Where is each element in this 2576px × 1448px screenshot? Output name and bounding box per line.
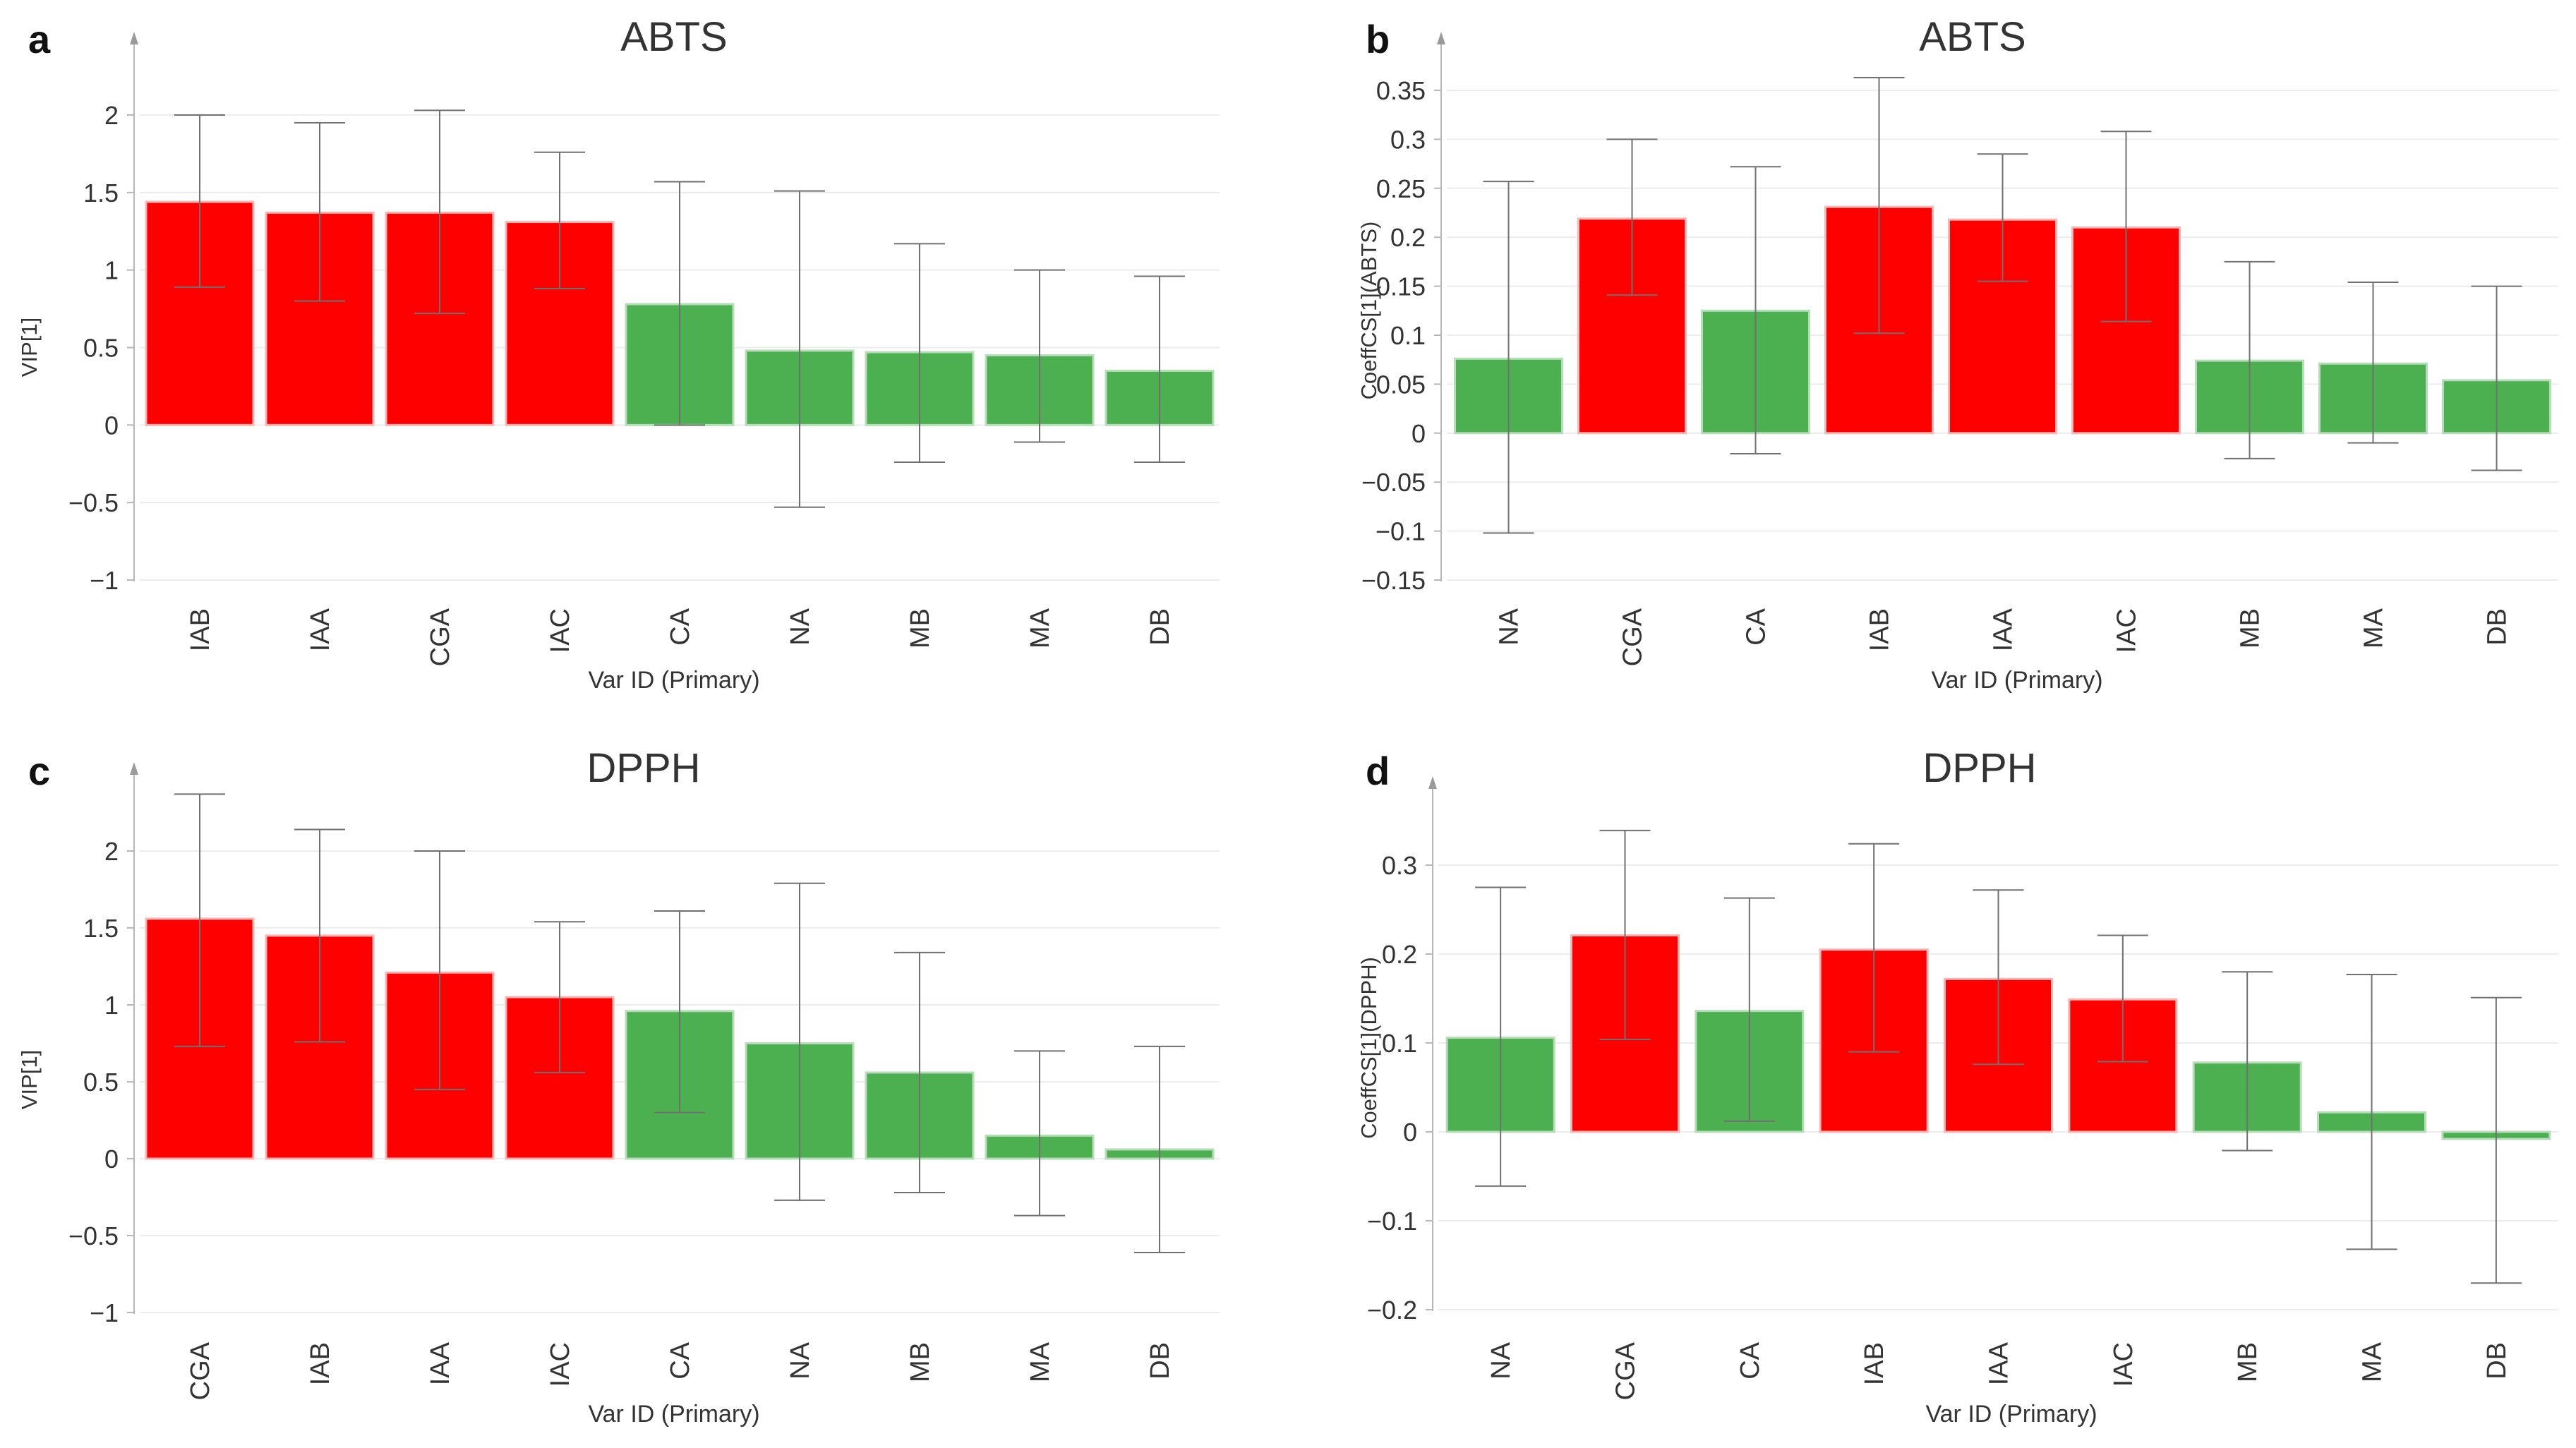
x-tick-label: CA xyxy=(1735,1341,1765,1379)
x-axis-label: Var ID (Primary) xyxy=(588,1401,759,1428)
y-tick-label: −1 xyxy=(90,566,119,595)
y-tick-label: 1 xyxy=(104,991,119,1020)
y-tick-label: 0.1 xyxy=(1382,1029,1417,1058)
y-tick-label: 0 xyxy=(1412,419,1426,448)
x-tick-label: IAA xyxy=(1989,608,2018,651)
y-tick-label: 1 xyxy=(104,256,119,285)
x-axis-label: Var ID (Primary) xyxy=(588,667,759,694)
x-tick-label: IAB xyxy=(186,608,215,651)
y-tick-label: 0.1 xyxy=(1390,321,1426,350)
x-tick-label: IAC xyxy=(2109,1342,2138,1387)
x-tick-label: NA xyxy=(786,1341,815,1379)
x-tick-label: NA xyxy=(1486,1341,1516,1379)
x-tick-label: NA xyxy=(786,608,815,645)
chart-title: ABTS xyxy=(1919,14,2026,60)
y-axis-label: CoeffCS[1](ABTS) xyxy=(1356,222,1381,400)
y-tick-label: −0.1 xyxy=(1367,1207,1417,1236)
y-tick-label: 0.3 xyxy=(1390,125,1426,154)
chart-panel-c: −1 −0.5 0 0.5 1 1.5 2 CGA IAB IAA IAC CA NA MB MA DB DPP… xyxy=(17,745,1220,1428)
x-tick-label: CA xyxy=(666,1341,695,1379)
x-tick-label: IAA xyxy=(1985,1341,2014,1385)
y-tick-label: 0 xyxy=(104,411,119,440)
x-tick-label: CGA xyxy=(426,608,455,666)
y-tick-label: 1.5 xyxy=(83,179,119,207)
x-tick-label: IAB xyxy=(1865,608,1895,651)
y-tick-label: 0.05 xyxy=(1376,370,1426,399)
chart-panel-a: −1 −0.5 0 0.5 1 1.5 2 IAB IAA CGA IAC CA NA MB MA DB ABT… xyxy=(17,14,1220,694)
x-tick-label: IAA xyxy=(426,1341,455,1385)
x-tick-label: MA xyxy=(1025,608,1055,648)
x-tick-label: DB xyxy=(1145,1342,1175,1380)
panel-letter: b xyxy=(1366,17,1390,61)
x-tick-label: IAC xyxy=(546,1342,575,1387)
y-tick-label: 0.3 xyxy=(1382,851,1417,880)
y-tick-label: 0 xyxy=(104,1145,119,1174)
chart-title: ABTS xyxy=(620,14,728,60)
y-tick-label: −0.15 xyxy=(1361,566,1426,595)
x-tick-label: IAA xyxy=(306,608,335,651)
y-tick-label: 0.15 xyxy=(1376,272,1426,301)
x-tick-label: MA xyxy=(2359,608,2389,648)
y-tick-label: −0.2 xyxy=(1367,1296,1417,1325)
x-axis-label: Var ID (Primary) xyxy=(1925,1401,2097,1428)
x-tick-label: DB xyxy=(2482,1342,2512,1380)
x-tick-label: CGA xyxy=(186,1341,215,1400)
x-axis-label: Var ID (Primary) xyxy=(1931,667,2102,694)
bar-cga xyxy=(385,211,495,426)
y-tick-label: −0.5 xyxy=(68,1221,119,1250)
y-axis-arrow xyxy=(130,32,138,44)
x-tick-label: CGA xyxy=(1611,1341,1641,1400)
y-tick-label: −0.05 xyxy=(1361,468,1426,497)
chart-title: DPPH xyxy=(1922,745,2036,791)
x-tick-label: NA xyxy=(1495,608,1524,645)
x-tick-label: IAB xyxy=(306,1342,335,1385)
x-tick-label: MA xyxy=(1025,1341,1055,1382)
chart-panel-b: −0.15 −0.1 −0.05 0 0.05 0.1 0.15 0.2 0.25 0.3 0.35… xyxy=(1356,14,2558,694)
panel-letter: c xyxy=(28,749,50,793)
y-tick-label: 0 xyxy=(1403,1118,1417,1147)
y-axis-label: VIP[1] xyxy=(17,1050,42,1109)
x-tick-label: MB xyxy=(2236,608,2265,648)
y-tick-label: 2 xyxy=(104,837,119,866)
y-tick-label: 0.2 xyxy=(1390,223,1426,252)
x-tick-label: IAC xyxy=(2112,608,2142,653)
y-tick-label: 1.5 xyxy=(83,914,119,943)
panel-letter: d xyxy=(1366,749,1390,793)
y-tick-label: −0.5 xyxy=(68,488,119,517)
panel-letter: a xyxy=(28,17,51,61)
y-axis-label: CoeffCS[1](DPPH) xyxy=(1356,957,1381,1139)
x-tick-label: MB xyxy=(2233,1342,2263,1382)
x-tick-label: CA xyxy=(1742,608,1771,645)
x-tick-label: CGA xyxy=(1618,608,1648,666)
x-tick-label: IAB xyxy=(1860,1342,1889,1385)
y-axis-label: VIP[1] xyxy=(17,318,42,377)
x-tick-label: CA xyxy=(666,608,695,645)
y-tick-label: 0.35 xyxy=(1376,76,1426,105)
chart-panel-d: −0.2 −0.1 0 0.1 0.2 0.3 NA CGA CA IAB IAA IAC MB MA DB… xyxy=(1356,745,2558,1428)
x-tick-label: DB xyxy=(1145,608,1175,646)
y-tick-label: 0.5 xyxy=(83,334,119,363)
y-tick-label: 0.5 xyxy=(83,1068,119,1097)
y-tick-label: 2 xyxy=(104,101,119,130)
x-tick-label: IAC xyxy=(546,608,575,653)
chart-title: DPPH xyxy=(586,745,700,791)
y-tick-label: 0.2 xyxy=(1382,940,1417,969)
x-tick-label: MA xyxy=(2358,1341,2388,1382)
y-axis-arrow xyxy=(130,762,138,775)
y-tick-label: −1 xyxy=(90,1298,119,1327)
y-tick-label: −0.1 xyxy=(1376,517,1426,546)
x-tick-label: DB xyxy=(2483,608,2512,646)
y-tick-label: 0.25 xyxy=(1376,174,1426,203)
x-tick-label: MB xyxy=(905,608,935,648)
x-tick-label: MB xyxy=(905,1342,935,1382)
y-axis-arrow xyxy=(1437,32,1445,44)
y-axis-arrow xyxy=(1428,776,1437,789)
